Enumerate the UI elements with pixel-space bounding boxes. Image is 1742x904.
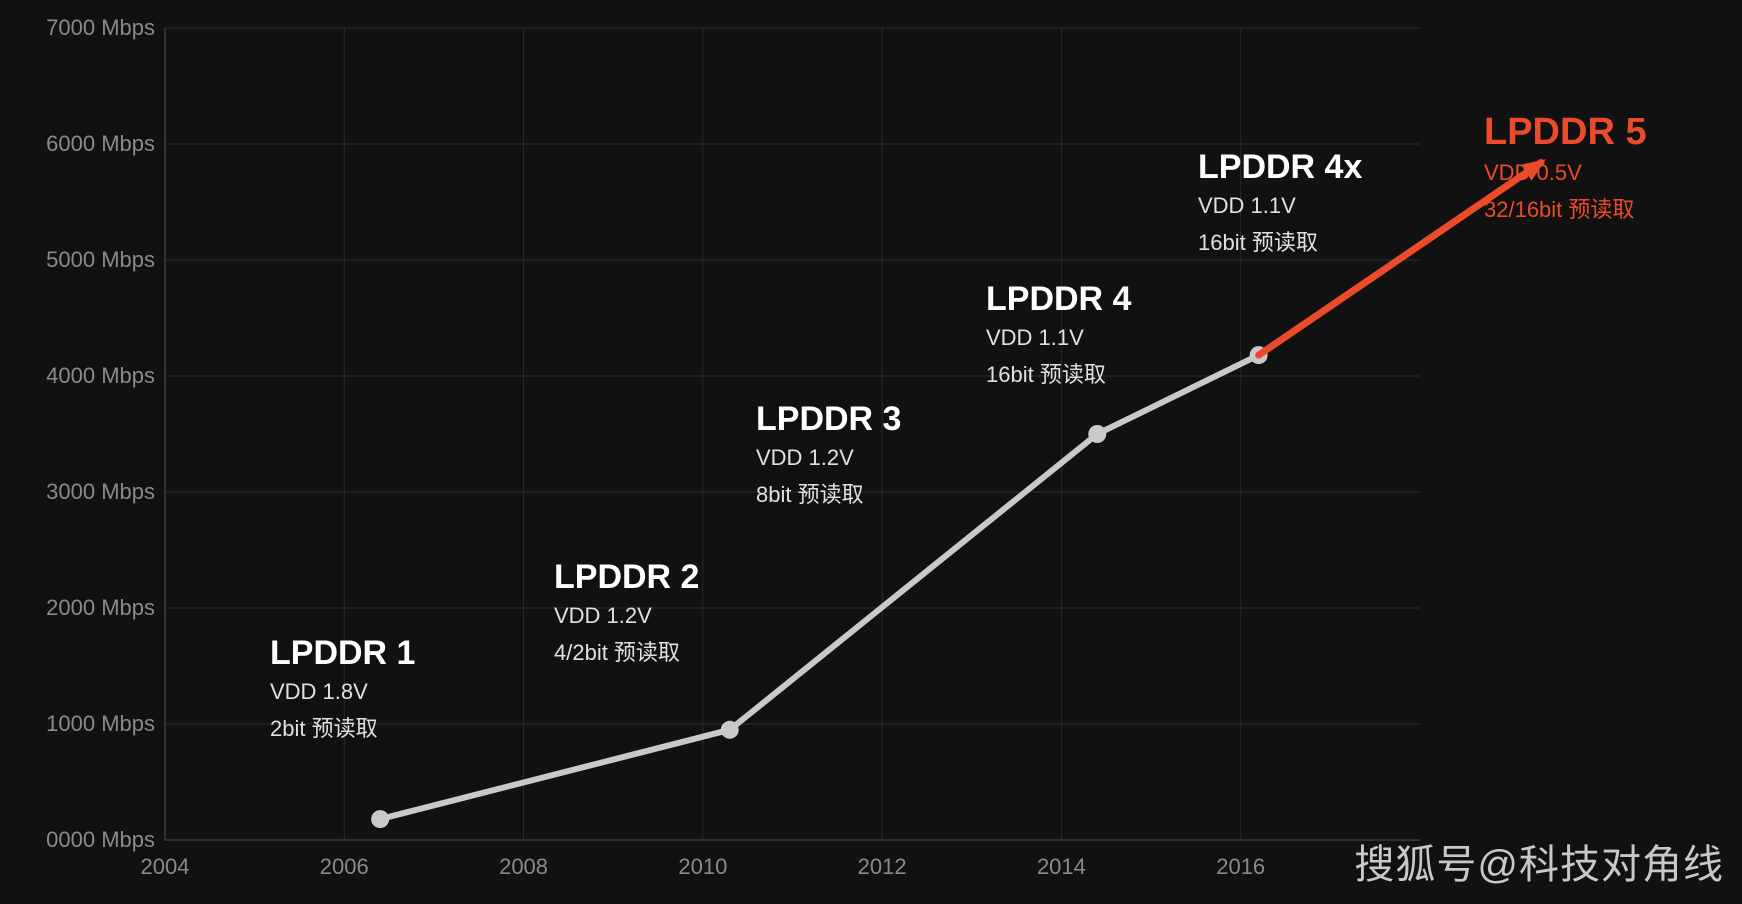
annotation-vdd: VDD 0.5V	[1484, 160, 1647, 186]
annotation-vdd: VDD 1.2V	[554, 603, 699, 629]
annotation-vdd: VDD 1.8V	[270, 679, 415, 705]
y-tick-label: 3000 Mbps	[15, 479, 155, 505]
annotation-title: LPDDR 4x	[1198, 148, 1362, 187]
annotation-lpddr5: LPDDR 5 VDD 0.5V 32/16bit 预读取	[1484, 111, 1647, 224]
y-tick-label: 4000 Mbps	[15, 363, 155, 389]
x-tick-label: 2004	[141, 854, 190, 880]
annotation-lpddr3: LPDDR 3 VDD 1.2V 8bit 预读取	[756, 400, 901, 509]
annotation-bits: 4/2bit 预读取	[554, 635, 699, 667]
x-tick-label: 2012	[858, 854, 907, 880]
x-tick-label: 2006	[320, 854, 369, 880]
x-tick-label: 2016	[1216, 854, 1265, 880]
y-tick-label: 1000 Mbps	[15, 711, 155, 737]
annotation-lpddr2: LPDDR 2 VDD 1.2V 4/2bit 预读取	[554, 558, 699, 667]
x-tick-label: 2010	[678, 854, 727, 880]
y-tick-label: 0000 Mbps	[15, 827, 155, 853]
lpddr-speed-chart: 0000 Mbps 1000 Mbps 2000 Mbps 3000 Mbps 4000…	[0, 0, 1742, 904]
annotation-title: LPDDR 5	[1484, 111, 1647, 154]
annotation-lpddr1: LPDDR 1 VDD 1.8V 2bit 预读取	[270, 634, 415, 743]
y-tick-label: 6000 Mbps	[15, 131, 155, 157]
annotation-title: LPDDR 4	[986, 280, 1131, 319]
x-tick-label: 2008	[499, 854, 548, 880]
annotation-bits: 8bit 预读取	[756, 477, 901, 509]
annotation-lpddr4x: LPDDR 4x VDD 1.1V 16bit 预读取	[1198, 148, 1362, 257]
annotation-lpddr4: LPDDR 4 VDD 1.1V 16bit 预读取	[986, 280, 1131, 389]
annotation-bits: 32/16bit 预读取	[1484, 192, 1647, 224]
annotation-bits: 16bit 预读取	[1198, 225, 1362, 257]
annotation-bits: 2bit 预读取	[270, 711, 415, 743]
annotation-vdd: VDD 1.1V	[1198, 193, 1362, 219]
annotation-bits: 16bit 预读取	[986, 357, 1131, 389]
annotation-vdd: VDD 1.2V	[756, 445, 901, 471]
annotation-title: LPDDR 1	[270, 634, 415, 673]
y-tick-label: 7000 Mbps	[15, 15, 155, 41]
annotation-title: LPDDR 2	[554, 558, 699, 597]
annotation-title: LPDDR 3	[756, 400, 901, 439]
x-tick-label: 2014	[1037, 854, 1086, 880]
watermark: 搜狐号@科技对角线	[1354, 832, 1724, 890]
y-tick-label: 2000 Mbps	[15, 595, 155, 621]
y-tick-label: 5000 Mbps	[15, 247, 155, 273]
annotation-vdd: VDD 1.1V	[986, 325, 1131, 351]
